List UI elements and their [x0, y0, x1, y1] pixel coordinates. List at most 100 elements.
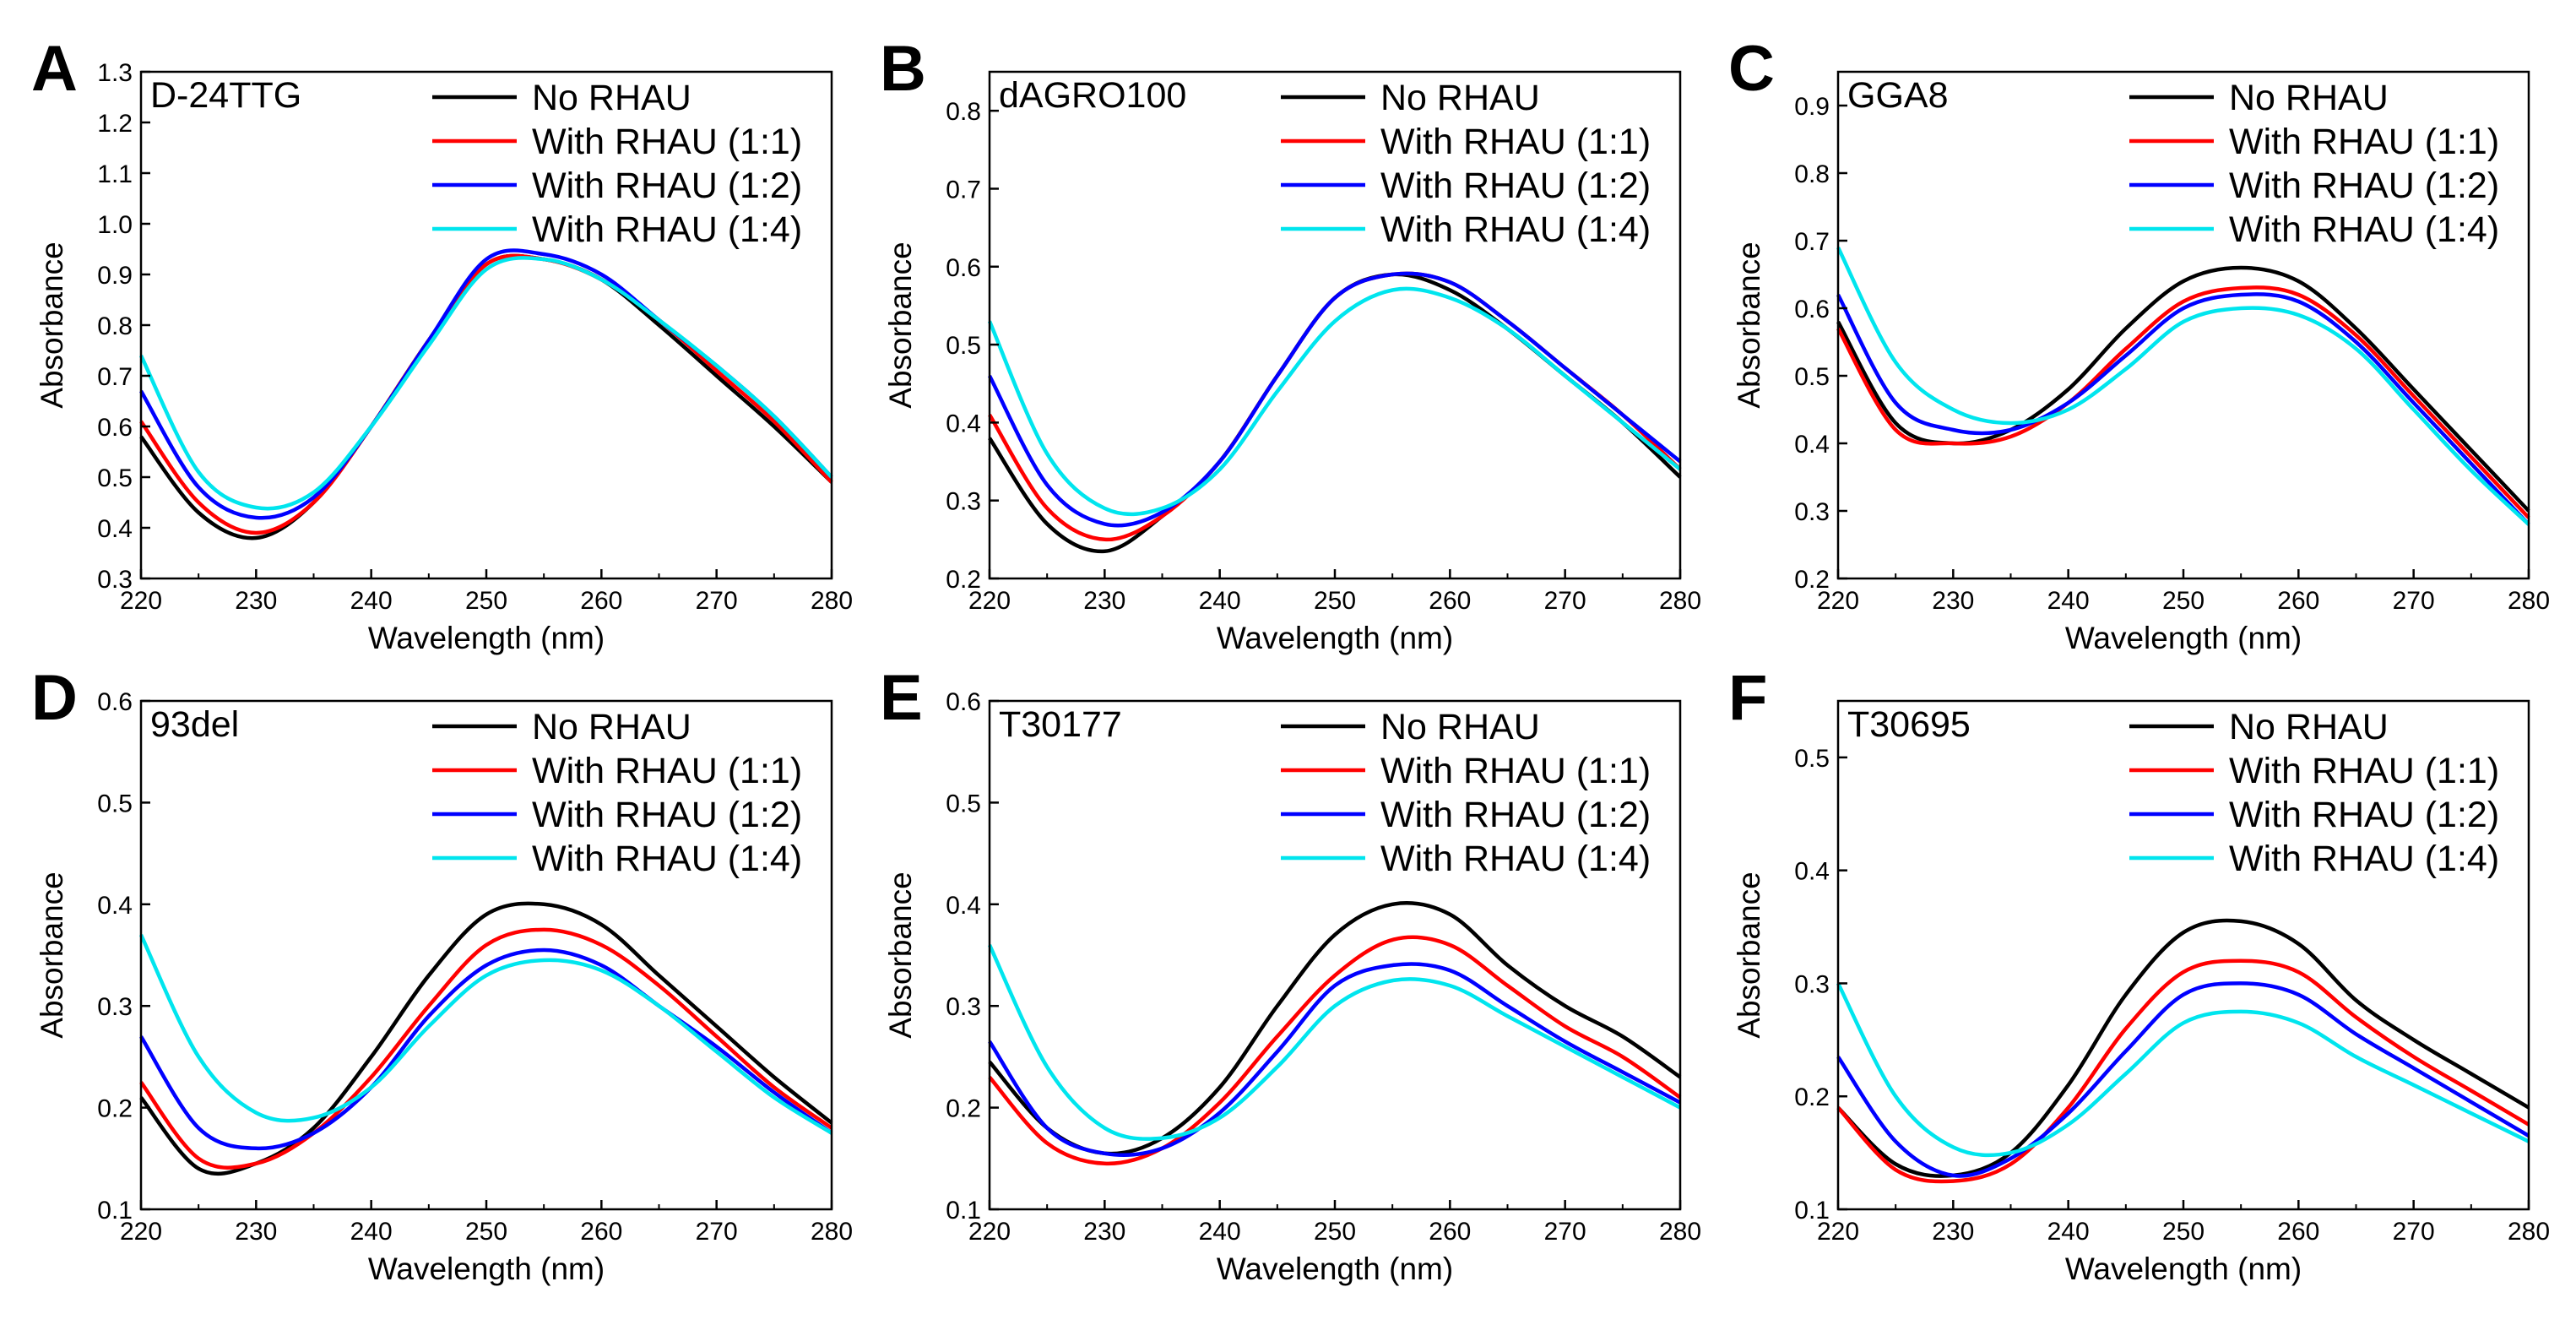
series-line-c-1	[1836, 285, 2530, 519]
y-tick-label: 0.6	[97, 688, 133, 716]
series-line-f-0	[1836, 918, 2530, 1178]
legend-label: With RHAU (1:2)	[532, 795, 802, 835]
y-tick-label: 0.3	[946, 993, 981, 1021]
x-axis-label: Wavelength (nm)	[368, 621, 605, 655]
y-tick-label: 0.6	[946, 688, 981, 716]
x-tick-label: 280	[1659, 1218, 1701, 1246]
y-tick-label: 0.8	[946, 98, 981, 126]
legend-label: With RHAU (1:4)	[1380, 839, 1651, 879]
x-tick-label: 240	[2047, 587, 2090, 615]
legend-label: With RHAU (1:2)	[2229, 166, 2499, 206]
series-line-c-0	[1836, 265, 2530, 513]
series-line-d-2	[139, 948, 833, 1151]
x-tick-label: 270	[1544, 1218, 1586, 1246]
legend-label: With RHAU (1:2)	[1380, 166, 1651, 206]
legend-label: With RHAU (1:2)	[2229, 795, 2499, 835]
series-line-a-0	[139, 253, 833, 540]
y-tick-label: 0.6	[1794, 296, 1830, 323]
series-line-c-3	[1836, 246, 2530, 526]
series-line-e-2	[988, 962, 1682, 1158]
y-tick-label: 0.8	[1794, 160, 1830, 188]
legend-label: No RHAU	[2229, 78, 2389, 118]
chart-panel-b: 220 230 240 250 260 270 280 0.2 0.3 0.4 0.5 0.6 0.7 0…	[880, 33, 1701, 655]
sample-name: T30695	[1847, 704, 1971, 745]
y-tick-label: 0.4	[946, 892, 981, 920]
y-axis-label: Absorbance	[883, 872, 918, 1038]
series-line-d-3	[138, 933, 833, 1135]
y-tick-label: 0.5	[97, 790, 133, 817]
x-tick-label: 280	[811, 1218, 853, 1246]
x-tick-label: 260	[2277, 587, 2319, 615]
y-tick-label: 0.3	[1794, 970, 1830, 998]
series-line-a-3	[138, 256, 833, 511]
sample-name: dAGRO100	[999, 75, 1186, 116]
x-tick-label: 250	[2162, 587, 2205, 615]
series-line-b-3	[987, 286, 1682, 517]
legend-label: With RHAU (1:2)	[1380, 795, 1651, 835]
y-tick-label: 0.9	[97, 262, 133, 290]
legend-label: No RHAU	[1380, 78, 1540, 118]
legend-label: With RHAU (1:2)	[532, 166, 802, 206]
x-tick-label: 270	[2393, 587, 2435, 615]
series-line-e-1	[988, 935, 1682, 1166]
y-tick-label: 1.0	[97, 211, 133, 239]
x-tick-label: 280	[1659, 587, 1701, 615]
panel-letter: C	[1728, 33, 1775, 105]
x-tick-label: 260	[580, 1218, 622, 1246]
x-tick-label: 260	[580, 587, 622, 615]
series-line-c-2	[1836, 292, 2530, 526]
x-tick-label: 230	[1083, 1218, 1125, 1246]
chart-panel-e: 220 230 240 250 260 270 280 0.1 0.2 0.3 0.4 0.5 0.6 W…	[880, 662, 1701, 1286]
chart-panel-f: 220 230 240 250 260 270 280 0.1 0.2 0.3 0.4 0.5 Wave…	[1728, 662, 2550, 1286]
y-tick-label: 0.8	[97, 312, 133, 340]
y-tick-label: 0.5	[946, 790, 981, 817]
series-line-f-2	[1836, 981, 2530, 1178]
x-tick-label: 250	[465, 587, 507, 615]
y-tick-label: 0.2	[946, 1095, 981, 1123]
series-line-b-2	[988, 271, 1682, 528]
y-tick-label: 0.3	[97, 993, 133, 1021]
series-line-d-1	[139, 927, 833, 1170]
legend-label: With RHAU (1:4)	[2229, 839, 2499, 879]
legend-label: With RHAU (1:1)	[1380, 751, 1651, 791]
panel-letter: D	[31, 662, 78, 734]
legend-label: With RHAU (1:1)	[532, 122, 802, 162]
series-line-b-0	[988, 272, 1682, 553]
x-tick-label: 280	[2508, 587, 2550, 615]
x-axis-label: Wavelength (nm)	[2065, 621, 2302, 655]
x-tick-label: 220	[968, 1218, 1011, 1246]
x-tick-label: 240	[1199, 587, 1241, 615]
x-tick-label: 280	[2508, 1218, 2550, 1246]
x-tick-label: 240	[1199, 1218, 1241, 1246]
y-tick-label: 0.9	[1794, 93, 1830, 121]
y-tick-label: 1.2	[97, 110, 133, 138]
x-tick-label: 230	[1932, 587, 1974, 615]
series-line-a-1	[139, 253, 833, 535]
series-line-b-1	[988, 271, 1682, 542]
x-tick-label: 230	[235, 587, 277, 615]
series-line-f-3	[1836, 982, 2530, 1158]
series-line-f-1	[1836, 958, 2530, 1184]
legend-label: No RHAU	[532, 78, 691, 118]
panel-letter: A	[31, 33, 78, 105]
y-axis-label: Absorbance	[883, 242, 918, 408]
y-tick-label: 0.1	[946, 1197, 981, 1225]
x-tick-label: 250	[1314, 1218, 1356, 1246]
x-tick-label: 240	[350, 1218, 393, 1246]
sample-name: T30177	[999, 704, 1122, 745]
x-tick-label: 270	[696, 587, 738, 615]
x-tick-label: 260	[1429, 587, 1471, 615]
x-axis-label: Wavelength (nm)	[2065, 1252, 2302, 1286]
y-tick-label: 0.5	[1794, 745, 1830, 773]
series-line-e-0	[988, 901, 1682, 1156]
y-tick-label: 0.6	[946, 254, 981, 282]
y-tick-label: 0.2	[946, 566, 981, 594]
legend-label: With RHAU (1:1)	[2229, 751, 2499, 791]
panel-letter: B	[880, 33, 926, 105]
y-tick-label: 0.5	[946, 332, 981, 360]
x-axis-label: Wavelength (nm)	[368, 1252, 605, 1286]
x-tick-label: 240	[2047, 1218, 2090, 1246]
x-tick-label: 260	[2277, 1218, 2319, 1246]
x-tick-label: 220	[120, 1218, 162, 1246]
